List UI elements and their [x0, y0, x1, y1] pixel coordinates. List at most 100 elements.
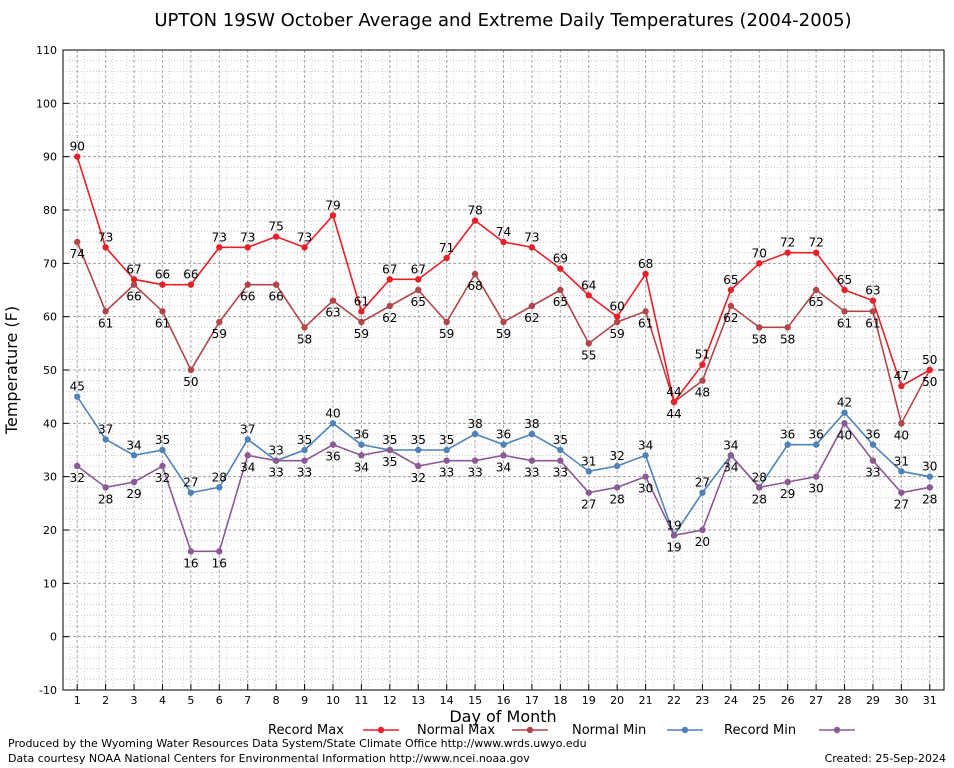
- x-tick-label: 25: [752, 694, 766, 707]
- normal-min-data-label: 42: [837, 396, 852, 410]
- normal-min-data-label: 31: [894, 454, 909, 468]
- x-tick-label: 11: [354, 694, 368, 707]
- record-max-data-label: 67: [126, 262, 141, 276]
- y-tick-label: 70: [43, 257, 57, 270]
- normal-max-data-label: 66: [240, 290, 255, 304]
- record-min-data-label: 34: [240, 460, 255, 474]
- legend-label-record-min: Record Min: [724, 723, 796, 738]
- normal-max-data-label: 58: [780, 332, 795, 346]
- record-max-data-label: 90: [70, 140, 85, 154]
- normal-max-data-label: 58: [752, 332, 767, 346]
- record-max-point: [187, 281, 195, 288]
- normal-min-data-label: 27: [695, 476, 710, 490]
- normal-max-point: [187, 366, 195, 374]
- record-min-data-label: 34: [496, 460, 511, 474]
- normal-max-data-label: 65: [808, 295, 823, 309]
- normal-max-point: [898, 420, 905, 427]
- record-max-data-label: 60: [610, 300, 625, 314]
- record-max-point: [415, 276, 422, 283]
- normal-min-data-label: 36: [496, 428, 511, 442]
- normal-max-data-label: 61: [155, 316, 170, 330]
- y-axis-label: Temperature (F): [2, 306, 21, 435]
- record-max-point: [670, 398, 678, 406]
- record-min-data-label: 27: [581, 498, 596, 512]
- normal-min-data-label: 27: [183, 476, 198, 490]
- record-max-data-label: 73: [524, 230, 539, 244]
- x-tick-label: 8: [273, 694, 280, 707]
- normal-max-data-label: 62: [524, 311, 539, 325]
- record-min-data-label: 35: [382, 455, 397, 469]
- record-min-data-label: 36: [325, 450, 340, 464]
- normal-max-point: [699, 377, 706, 384]
- normal-min-point: [415, 446, 422, 454]
- record-max-point: [358, 308, 365, 315]
- normal-max-data-label: 61: [98, 316, 113, 330]
- x-tick-label: 4: [159, 694, 166, 707]
- normal-min-point: [812, 441, 820, 448]
- normal-min-point: [642, 452, 649, 459]
- record-max-point: [159, 281, 166, 288]
- record-min-point: [443, 457, 450, 464]
- record-min-point: [301, 457, 308, 464]
- record-max-point: [443, 254, 450, 262]
- y-tick-label: 0: [50, 631, 57, 644]
- normal-min-data-label: 40: [325, 406, 340, 420]
- normal-min-point: [585, 468, 592, 475]
- record-min-point: [415, 462, 422, 470]
- record-min-point: [812, 473, 820, 480]
- normal-min-data-label: 36: [354, 428, 369, 442]
- record-min-point: [386, 446, 394, 454]
- normal-max-point: [528, 302, 536, 310]
- record-max-data-label: 65: [837, 273, 852, 287]
- normal-max-data-label: 68: [467, 279, 482, 293]
- record-min-data-label: 33: [269, 466, 284, 480]
- record-max-data-label: 66: [155, 268, 170, 282]
- normal-max-point: [613, 318, 621, 326]
- record-max-data-label: 73: [240, 230, 255, 244]
- y-tick-label: 50: [43, 364, 57, 377]
- record-min-data-label: 33: [297, 466, 312, 480]
- normal-max-data-label: 59: [439, 327, 454, 341]
- normal-min-data-label: 32: [610, 449, 625, 463]
- record-max-point: [244, 244, 251, 251]
- normal-min-data-label: 36: [780, 428, 795, 442]
- record-min-data-label: 32: [155, 471, 170, 485]
- y-tick-label: 110: [36, 44, 57, 57]
- record-min-data-label: 30: [808, 482, 823, 496]
- x-tick-label: 13: [411, 694, 425, 707]
- y-tick-label: 20: [43, 524, 57, 537]
- x-axis-ticks: 1 2 3 4 5 6 7 8 9 10 11 12 13 14 15 16 17 18 19 20 21 22 23 24 2…: [74, 684, 937, 707]
- record-min-point: [74, 462, 81, 470]
- normal-min-data-label: 38: [524, 417, 539, 431]
- record-min-point: [216, 548, 223, 555]
- record-max-data-label: 72: [780, 236, 795, 250]
- normal-min-data-label: 36: [865, 428, 880, 442]
- legend-marker-normal-min: [681, 726, 689, 734]
- normal-max-point: [500, 318, 507, 326]
- normal-max-data-label: 65: [553, 295, 568, 309]
- normal-max-data-label: 61: [865, 316, 880, 330]
- record-max-data-label: 67: [411, 262, 426, 276]
- record-max-point: [727, 286, 735, 294]
- record-min-data-label: 28: [610, 492, 625, 506]
- normal-min-point: [443, 446, 450, 454]
- record-max-point: [216, 244, 223, 251]
- record-max-point: [386, 276, 394, 283]
- x-tick-label: 21: [639, 694, 653, 707]
- normal-min-data-label: 35: [553, 433, 568, 447]
- x-tick-label: 9: [301, 694, 308, 707]
- record-min-data-label: 19: [666, 540, 681, 554]
- normal-max-data-label: 59: [354, 327, 369, 341]
- created-date: Created: 25-Sep-2024: [824, 752, 946, 765]
- record-min-data-label: 34: [723, 460, 738, 474]
- record-max-data-label: 61: [354, 294, 369, 308]
- record-max-point: [898, 382, 905, 390]
- normal-min-point: [159, 446, 166, 454]
- x-tick-label: 16: [497, 694, 511, 707]
- record-min-data-label: 29: [780, 487, 795, 501]
- x-tick-label: 29: [866, 694, 880, 707]
- normal-max-point: [74, 238, 81, 246]
- normal-max-point: [585, 340, 592, 347]
- record-max-data-label: 63: [865, 284, 880, 298]
- record-min-point: [727, 452, 735, 459]
